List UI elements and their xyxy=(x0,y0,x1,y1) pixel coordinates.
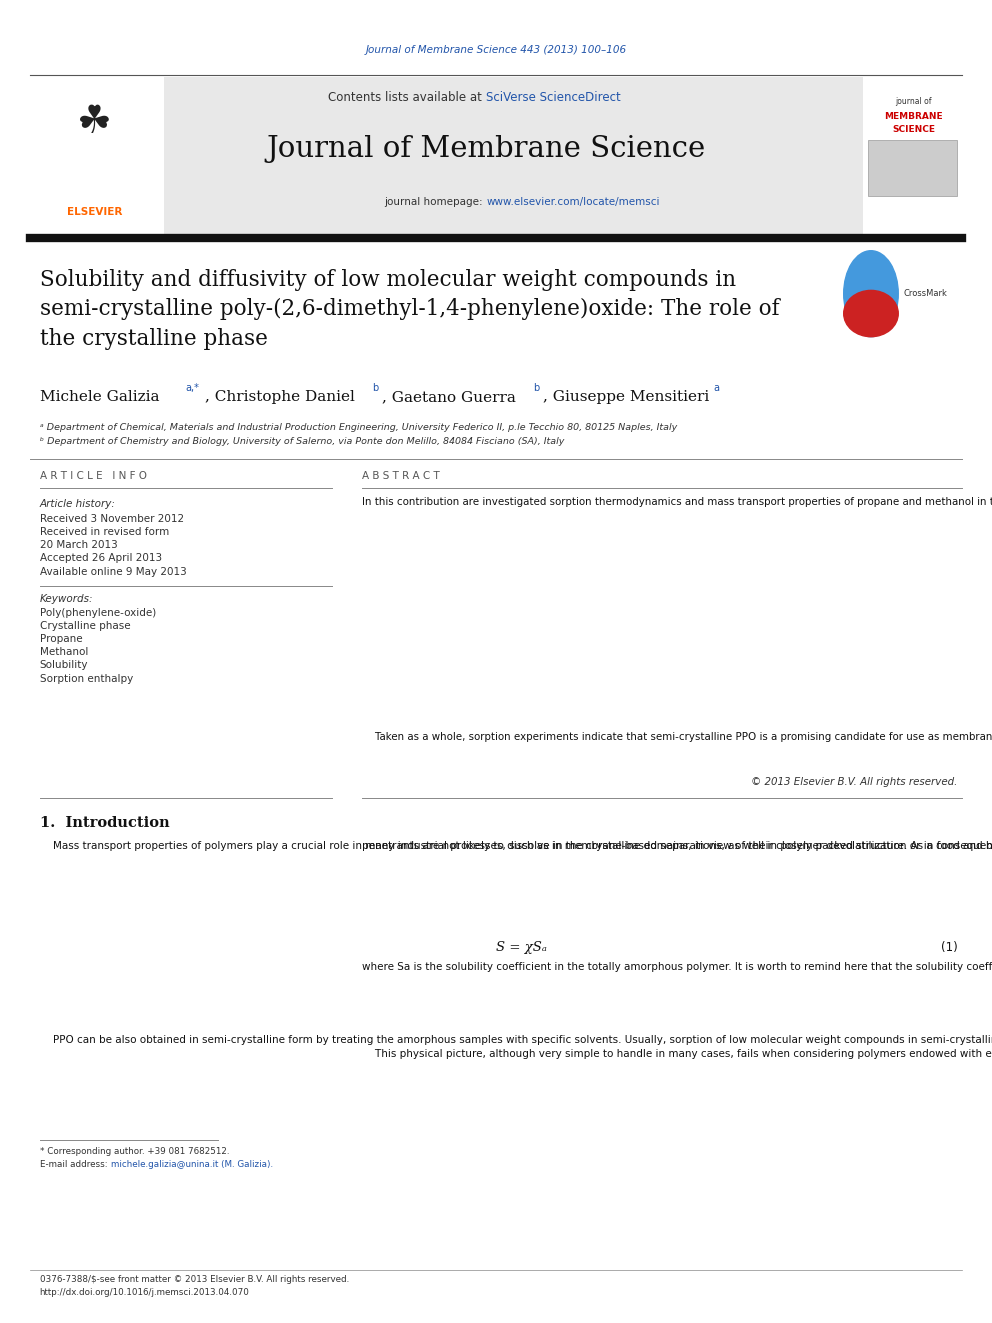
Text: journal homepage:: journal homepage: xyxy=(384,197,486,208)
Text: Received 3 November 2012: Received 3 November 2012 xyxy=(40,513,184,524)
Text: penetrants are not likely to dissolve in the crystalline domains, in view of the: penetrants are not likely to dissolve in… xyxy=(362,841,992,852)
Text: CrossMark: CrossMark xyxy=(904,290,947,298)
Text: b: b xyxy=(533,382,539,393)
Text: ☘: ☘ xyxy=(76,103,112,140)
FancyBboxPatch shape xyxy=(30,77,164,235)
Text: 0376-7388/$-see front matter © 2013 Elsevier B.V. All rights reserved.: 0376-7388/$-see front matter © 2013 Else… xyxy=(40,1275,349,1283)
Text: Article history:: Article history: xyxy=(40,499,115,509)
Text: Crystalline phase: Crystalline phase xyxy=(40,620,130,631)
Text: a,*: a,* xyxy=(186,382,199,393)
Text: ELSEVIER: ELSEVIER xyxy=(66,206,122,217)
Text: Contents lists available at: Contents lists available at xyxy=(328,91,486,105)
Text: http://dx.doi.org/10.1016/j.memsci.2013.04.070: http://dx.doi.org/10.1016/j.memsci.2013.… xyxy=(40,1289,250,1297)
Text: Mass transport properties of polymers play a crucial role in many industrial pro: Mass transport properties of polymers pl… xyxy=(40,841,992,852)
Text: ᵃ Department of Chemical, Materials and Industrial Production Engineering, Unive: ᵃ Department of Chemical, Materials and … xyxy=(40,423,677,431)
Text: This physical picture, although very simple to handle in many cases, fails when : This physical picture, although very sim… xyxy=(362,1049,992,1060)
Text: Journal of Membrane Science: Journal of Membrane Science xyxy=(267,135,705,164)
Ellipse shape xyxy=(843,291,899,336)
Text: SCIENCE: SCIENCE xyxy=(892,126,935,134)
Text: Solubility and diffusivity of low molecular weight compounds in
semi-crystalline: Solubility and diffusivity of low molecu… xyxy=(40,269,780,351)
Text: Keywords:: Keywords: xyxy=(40,594,93,605)
Text: b: b xyxy=(372,382,378,393)
Text: * Corresponding author. +39 081 7682512.: * Corresponding author. +39 081 7682512. xyxy=(40,1147,229,1155)
Text: ᵇ Department of Chemistry and Biology, University of Salerno, via Ponte don Meli: ᵇ Department of Chemistry and Biology, U… xyxy=(40,438,564,446)
Text: 20 March 2013: 20 March 2013 xyxy=(40,540,117,550)
Text: Available online 9 May 2013: Available online 9 May 2013 xyxy=(40,566,186,577)
Text: Accepted 26 April 2013: Accepted 26 April 2013 xyxy=(40,553,162,564)
Text: A B S T R A C T: A B S T R A C T xyxy=(362,471,439,482)
Text: A R T I C L E   I N F O: A R T I C L E I N F O xyxy=(40,471,147,482)
Text: where Sa is the solubility coefficient in the totally amorphous polymer. It is w: where Sa is the solubility coefficient i… xyxy=(362,962,992,972)
Text: In this contribution are investigated sorption thermodynamics and mass transport: In this contribution are investigated so… xyxy=(362,497,992,508)
Text: Sorption enthalpy: Sorption enthalpy xyxy=(40,673,133,684)
Text: E-mail address:: E-mail address: xyxy=(40,1160,110,1168)
Text: (1): (1) xyxy=(940,941,957,954)
Text: PPO can be also obtained in semi-crystalline form by treating the amorphous samp: PPO can be also obtained in semi-crystal… xyxy=(40,1035,992,1045)
Text: , Christophe Daniel: , Christophe Daniel xyxy=(205,390,355,404)
Text: 1.  Introduction: 1. Introduction xyxy=(40,816,170,830)
Text: Methanol: Methanol xyxy=(40,647,88,658)
FancyBboxPatch shape xyxy=(868,140,957,196)
Text: , Gaetano Guerra: , Gaetano Guerra xyxy=(382,390,516,404)
Text: Propane: Propane xyxy=(40,634,82,644)
Text: Solubility: Solubility xyxy=(40,660,88,671)
Text: © 2013 Elsevier B.V. All rights reserved.: © 2013 Elsevier B.V. All rights reserved… xyxy=(751,777,957,787)
Text: michele.galizia@unina.it (M. Galizia).: michele.galizia@unina.it (M. Galizia). xyxy=(111,1160,273,1168)
Text: journal of: journal of xyxy=(896,98,931,106)
Text: Taken as a whole, sorption experiments indicate that semi-crystalline PPO is a p: Taken as a whole, sorption experiments i… xyxy=(362,732,992,742)
Text: Poly(phenylene-oxide): Poly(phenylene-oxide) xyxy=(40,607,156,618)
Text: SciVerse ScienceDirect: SciVerse ScienceDirect xyxy=(486,91,621,105)
FancyBboxPatch shape xyxy=(863,77,962,235)
Text: S = χSₐ: S = χSₐ xyxy=(496,941,547,954)
Text: , Giuseppe Mensitieri: , Giuseppe Mensitieri xyxy=(543,390,709,404)
FancyBboxPatch shape xyxy=(30,77,863,235)
Text: Received in revised form: Received in revised form xyxy=(40,527,169,537)
Text: Michele Galizia: Michele Galizia xyxy=(40,390,159,404)
Text: MEMBRANE: MEMBRANE xyxy=(884,112,943,120)
Text: Journal of Membrane Science 443 (2013) 100–106: Journal of Membrane Science 443 (2013) 1… xyxy=(365,45,627,56)
Ellipse shape xyxy=(843,251,899,336)
Text: www.elsevier.com/locate/memsci: www.elsevier.com/locate/memsci xyxy=(486,197,660,208)
Text: a: a xyxy=(713,382,719,393)
